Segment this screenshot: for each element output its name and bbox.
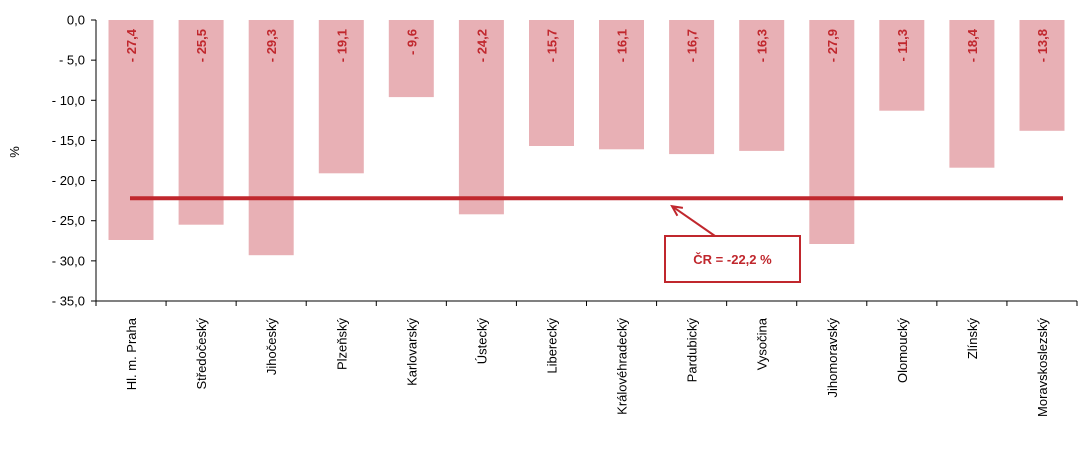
bar bbox=[949, 20, 995, 168]
category-label: Hl. m. Praha bbox=[124, 317, 139, 390]
annotation-label: ČR = -22,2 % bbox=[693, 252, 772, 267]
data-label: - 24,2 bbox=[474, 29, 489, 62]
bar bbox=[879, 20, 925, 111]
data-label: - 27,9 bbox=[825, 29, 840, 62]
data-label: - 16,3 bbox=[755, 29, 770, 62]
reference-annotation: ČR = -22,2 % bbox=[130, 196, 1063, 283]
y-tick-label: - 5,0 bbox=[59, 53, 85, 68]
labels-group: 0,0 - 5,0 - 10,0 - 15,0 - 20,0 - 25,0 - 30,0 - … bbox=[52, 13, 1050, 417]
category-label: Plzeňský bbox=[334, 318, 349, 371]
category-label: Moravskoslezský bbox=[1035, 318, 1050, 417]
y-tick-label: - 35,0 bbox=[52, 294, 85, 309]
data-label: - 11,3 bbox=[895, 29, 910, 62]
bar bbox=[318, 20, 364, 174]
y-tick-label: - 30,0 bbox=[52, 253, 85, 268]
category-label: Karlovarský bbox=[404, 318, 419, 386]
category-label: Ústecký bbox=[474, 318, 489, 365]
category-label: Pardubický bbox=[685, 318, 700, 383]
y-tick-label: - 15,0 bbox=[52, 133, 85, 148]
y-axis-title: % bbox=[7, 146, 22, 158]
axes-group bbox=[91, 19, 1078, 306]
bar bbox=[1019, 20, 1065, 131]
bar bbox=[529, 20, 574, 146]
bar bbox=[108, 20, 154, 240]
data-label: - 18,4 bbox=[965, 28, 980, 62]
data-label: - 15,7 bbox=[545, 29, 560, 62]
bar bbox=[599, 20, 644, 150]
arrow-head bbox=[670, 204, 684, 217]
bar bbox=[809, 20, 855, 244]
y-tick-label: - 25,0 bbox=[52, 213, 85, 228]
data-label: - 16,1 bbox=[615, 29, 630, 62]
y-tick-label: 0,0 bbox=[67, 13, 85, 28]
annotation-box bbox=[664, 235, 801, 283]
bar bbox=[248, 20, 294, 256]
category-label: Středočeský bbox=[194, 318, 209, 390]
data-label: - 13,8 bbox=[1035, 29, 1050, 62]
bar bbox=[669, 20, 715, 155]
bar bbox=[739, 20, 785, 151]
bars-group bbox=[108, 20, 1065, 256]
category-label: Zlínský bbox=[965, 318, 980, 360]
category-label: Vysočina bbox=[755, 317, 770, 370]
data-label: - 29,3 bbox=[264, 29, 279, 62]
data-label: - 27,4 bbox=[124, 28, 139, 62]
data-label: - 9,6 bbox=[404, 29, 419, 55]
data-label: - 25,5 bbox=[194, 29, 209, 62]
data-label: - 16,7 bbox=[685, 29, 700, 62]
category-label: Jihomoravský bbox=[825, 318, 840, 398]
bar bbox=[388, 20, 434, 98]
category-label: Liberecký bbox=[545, 318, 560, 374]
y-tick-label: - 10,0 bbox=[52, 93, 85, 108]
category-label: Jihočeský bbox=[264, 318, 279, 376]
annotation-arrow bbox=[671, 205, 716, 237]
bar bbox=[458, 20, 504, 215]
data-label: - 19,1 bbox=[334, 29, 349, 62]
bar bbox=[178, 20, 224, 225]
category-label: Královéhradecký bbox=[615, 318, 630, 415]
category-label: Olomoucký bbox=[895, 318, 910, 384]
y-tick-label: - 20,0 bbox=[52, 173, 85, 188]
